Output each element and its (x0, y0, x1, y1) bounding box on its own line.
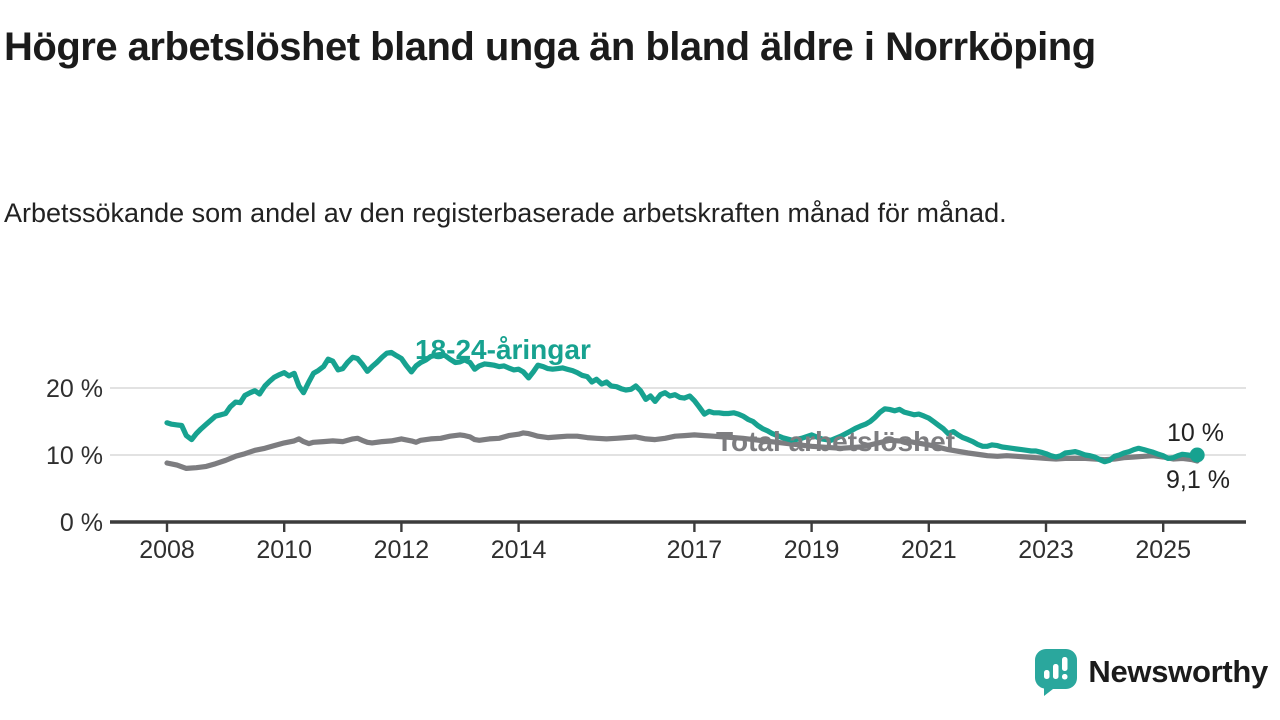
x-tick-label-2021: 2021 (901, 536, 957, 564)
y-tick-label-20: 20 % (46, 375, 103, 403)
y-tick-label-10: 10 % (46, 442, 103, 470)
exclamation-dot (1062, 674, 1068, 680)
newsworthy-logo: Newsworthy (1034, 648, 1268, 696)
series-line-total (164, 430, 1200, 471)
newsworthy-logo-icon (1035, 649, 1078, 696)
y-tick-label-0: 0 % (60, 509, 103, 537)
series-label-total: Total arbetslöshet (716, 426, 955, 457)
end-value-label-youth: 10 % (1167, 419, 1224, 447)
x-tick-label-2010: 2010 (256, 536, 312, 564)
page-subtitle: Arbetssökande som andel av den registerb… (4, 198, 1007, 228)
x-tick-label-2023: 2023 (1018, 536, 1074, 564)
series-end-dot-youth (1189, 447, 1205, 463)
x-tick-label-2019: 2019 (784, 536, 840, 564)
series-line-youth (164, 349, 1200, 465)
page-title: Högre arbetslöshet bland unga än bland ä… (4, 25, 1096, 69)
exclamation-bar (1062, 657, 1068, 671)
x-tick-label-2025: 2025 (1135, 536, 1191, 564)
bar-small (1044, 670, 1050, 679)
bar-medium (1053, 664, 1059, 679)
x-tick-label-2014: 2014 (491, 536, 547, 564)
x-tick-label-2017: 2017 (667, 536, 723, 564)
newsworthy-logo-text: Newsworthy (1088, 654, 1268, 689)
x-tick-label-2012: 2012 (374, 536, 430, 564)
series-label-youth: 18-24-åringar (415, 334, 591, 365)
end-value-label-total: 9,1 % (1166, 466, 1230, 494)
x-tick-label-2008: 2008 (139, 536, 195, 564)
